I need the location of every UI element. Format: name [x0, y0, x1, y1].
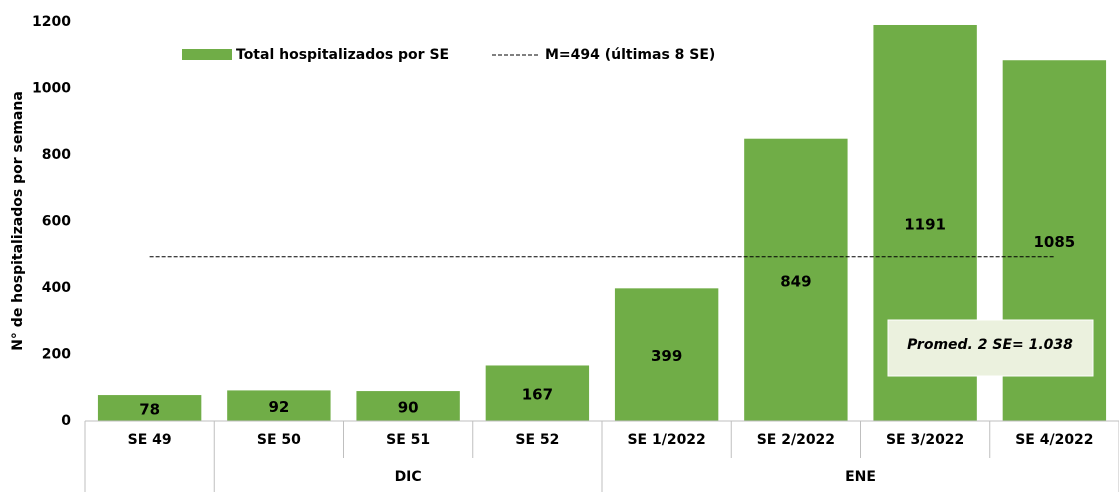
- group-label: DIC: [395, 469, 422, 485]
- x-tick-label: SE 50: [257, 432, 301, 448]
- bar: [485, 365, 590, 421]
- legend-swatch: [182, 49, 232, 60]
- y-tick-label: 600: [42, 214, 71, 230]
- x-tick-label: SE 52: [515, 432, 559, 448]
- bar: [97, 395, 202, 421]
- x-tick-label: SE 4/2022: [1015, 432, 1093, 448]
- y-tick-label: 0: [61, 413, 71, 429]
- x-tick-label: SE 3/2022: [886, 432, 964, 448]
- data-label: 167: [522, 386, 553, 404]
- annotation-box: [887, 319, 1094, 377]
- x-tick-label: SE 1/2022: [627, 432, 705, 448]
- x-tick-label: SE 49: [128, 432, 172, 448]
- y-tick-label: 1200: [32, 14, 71, 30]
- data-label: 78: [139, 401, 160, 419]
- legend-label: M=494 (últimas 8 SE): [545, 47, 715, 63]
- bar: [356, 391, 460, 421]
- y-tick-label: 1000: [32, 81, 71, 97]
- y-axis-label: N° de hospitalizados por semana: [10, 91, 26, 351]
- annotation: Promed. 2 SE= 1.038: [907, 337, 1073, 353]
- data-label: 399: [651, 347, 682, 365]
- data-label: 90: [398, 399, 419, 417]
- data-label: 92: [268, 398, 289, 416]
- data-label: 849: [780, 272, 811, 290]
- bar: [614, 288, 719, 421]
- data-label: 1085: [1034, 233, 1076, 251]
- data-label: 1191: [904, 215, 946, 233]
- x-tick-label: SE 51: [386, 432, 430, 448]
- y-tick-label: 400: [42, 280, 71, 296]
- bar: [227, 390, 331, 421]
- bar: [744, 138, 848, 421]
- group-label: ENE: [845, 469, 876, 485]
- x-tick-label: SE 2/2022: [757, 432, 835, 448]
- y-tick-label: 200: [42, 347, 71, 363]
- legend-label: Total hospitalizados por SE: [236, 47, 449, 63]
- y-tick-label: 800: [42, 147, 71, 163]
